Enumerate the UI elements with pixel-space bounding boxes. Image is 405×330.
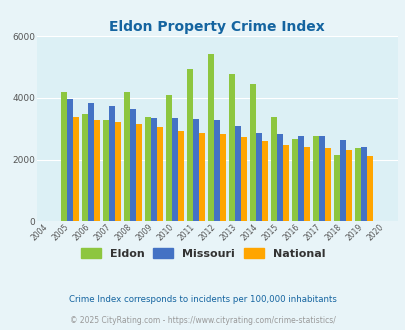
Text: © 2025 CityRating.com - https://www.cityrating.com/crime-statistics/: © 2025 CityRating.com - https://www.city… <box>70 316 335 325</box>
Bar <box>172 118 178 221</box>
Bar <box>124 92 130 221</box>
Bar <box>145 117 151 221</box>
Bar <box>157 127 163 221</box>
Bar <box>234 126 241 221</box>
Bar <box>130 109 136 221</box>
Bar <box>367 156 372 221</box>
Bar <box>360 148 367 221</box>
Bar <box>199 133 205 221</box>
Bar <box>229 74 234 221</box>
Bar <box>283 145 288 221</box>
Bar <box>345 150 351 221</box>
Bar <box>271 117 277 221</box>
Bar <box>61 92 67 221</box>
Bar <box>249 84 256 221</box>
Bar <box>193 119 199 221</box>
Bar <box>303 148 309 221</box>
Bar <box>277 134 283 221</box>
Bar <box>339 140 345 221</box>
Bar <box>67 99 73 221</box>
Bar <box>82 114 88 221</box>
Title: Eldon Property Crime Index: Eldon Property Crime Index <box>109 20 324 34</box>
Bar <box>178 131 184 221</box>
Bar <box>262 141 267 221</box>
Legend: Eldon, Missouri, National: Eldon, Missouri, National <box>76 244 329 263</box>
Bar <box>298 136 303 221</box>
Bar <box>241 137 247 221</box>
Bar <box>292 140 298 221</box>
Bar <box>208 54 214 221</box>
Bar <box>88 103 94 221</box>
Bar <box>103 120 109 221</box>
Bar <box>324 148 330 221</box>
Bar <box>220 134 226 221</box>
Bar <box>256 133 262 221</box>
Bar <box>94 120 100 221</box>
Bar <box>73 117 79 221</box>
Bar <box>151 117 157 221</box>
Bar <box>313 136 318 221</box>
Bar <box>318 136 324 221</box>
Bar <box>187 69 193 221</box>
Bar <box>214 120 220 221</box>
Bar <box>333 155 339 221</box>
Bar <box>166 95 172 221</box>
Bar <box>109 106 115 221</box>
Bar <box>115 122 121 221</box>
Text: Crime Index corresponds to incidents per 100,000 inhabitants: Crime Index corresponds to incidents per… <box>69 295 336 304</box>
Bar <box>136 124 142 221</box>
Bar <box>354 148 360 221</box>
